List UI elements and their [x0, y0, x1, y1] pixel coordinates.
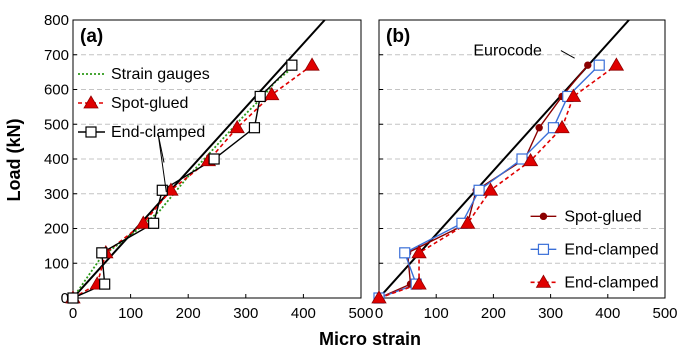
panel-b-xtick-label: 500 [652, 305, 677, 322]
panel-a-ytick-label: 300 [44, 186, 69, 203]
panel-b-eurocode-pointer [560, 50, 575, 59]
legend-label: End-clamped [564, 274, 658, 291]
panel-b-legend: Spot-glued End-clamped End-clamped [530, 208, 659, 291]
panel-a-ytick-label: 200 [44, 221, 69, 238]
x-axis-label: Micro strain [319, 329, 421, 349]
y-axis-label: Load (kN) [4, 118, 24, 201]
panel-b-xtick-label: 0 [375, 305, 383, 322]
panel-b-series-2-point [593, 59, 605, 71]
panel-a-series-3-point [99, 278, 111, 290]
panel-a-xtick-label: 0 [69, 305, 77, 322]
panel-a-xtick-label: 300 [233, 305, 258, 322]
panel-b-eurocode-label: Eurocode [473, 42, 542, 59]
panel-a-series-3-point [67, 292, 79, 304]
legend-swatch-marker [85, 126, 97, 138]
legend-label: Spot-glued [111, 95, 188, 112]
panel-a-series-3-point [156, 184, 168, 196]
panel-a-series-3-point [254, 90, 266, 103]
panel-a-series-2-line [73, 64, 313, 298]
panel-a-xtick-label: 200 [176, 305, 201, 322]
panel-a-series-1-line [73, 62, 299, 298]
legend-label: End-clamped [111, 124, 205, 141]
panel-a-series-3-point [286, 59, 298, 71]
panel-a-series-3-point [148, 217, 160, 229]
panel-b-series-3-point [565, 88, 582, 102]
panel-b-series-3-point [522, 152, 539, 167]
legend-label: End-clamped [564, 241, 658, 258]
legend-swatch-marker [537, 243, 550, 255]
panel-a-ytick-label: 0 [61, 290, 69, 307]
panel-a-xtick-label: 500 [348, 305, 373, 322]
panel-b-series-2-point [473, 184, 485, 196]
panel-a-legend: Strain gauges Spot-glued End-clamped [78, 66, 210, 141]
legend-swatch-marker [539, 212, 548, 221]
panel-a-pointer-line [157, 134, 167, 193]
panel-a-ytick-label: 600 [44, 82, 69, 99]
panel-a-xtick-label: 100 [118, 305, 143, 322]
panel-b-series-3-point [459, 215, 476, 229]
legend-swatch-marker [535, 274, 552, 288]
panel-b-series-2-point [516, 153, 528, 165]
panel-b-series-3-point [371, 290, 387, 304]
panel-a-series-2-point [304, 57, 320, 71]
panel-a-series-2-point [229, 119, 245, 134]
panel-a-series-3-point [96, 247, 108, 259]
panel-b-series-3-point [482, 182, 499, 196]
panel-b: 0 100 200 300 400 500 (b) Eurocode Spot-glued End… [371, 19, 678, 322]
legend-label: Strain gauges [111, 66, 210, 83]
panel-a-series-3-point [208, 153, 220, 165]
legend-label: Spot-glued [564, 208, 641, 225]
panel-a-ytick-label: 100 [44, 255, 69, 272]
legend-swatch-marker [83, 95, 99, 109]
panel-a-tag: (a) [80, 26, 103, 47]
panel-a-series-2-point [264, 86, 280, 101]
panel-b-xtick-label: 100 [424, 305, 449, 322]
panel-a: 0 100 200 300 400 500 0 100 200 300 400 500 600 700 80… [44, 12, 374, 322]
panel-b-series-1-point [535, 124, 543, 132]
panel-a-ytick-label: 400 [44, 151, 69, 168]
panel-a-series-0-line [73, 20, 326, 298]
panel-b-series-2-point [399, 247, 411, 259]
panel-a-ytick-label: 700 [44, 47, 69, 64]
panel-a-series-2-point [135, 215, 151, 229]
panel-a-ytick-label: 500 [44, 116, 69, 133]
panel-a-xtick-label: 400 [291, 305, 316, 322]
panel-b-series-1-point [584, 61, 592, 69]
panel-b-xtick-label: 200 [481, 305, 506, 322]
panel-b-xtick-label: 400 [595, 305, 620, 322]
panel-b-series-3-point [411, 276, 427, 290]
panel-a-ytick-label: 800 [44, 12, 69, 29]
panel-a-series-3-point [248, 122, 261, 134]
panel-b-series-3-point [411, 245, 427, 259]
panel-b-series-3-point [608, 57, 625, 71]
panel-b-tag: (b) [386, 26, 410, 47]
panel-b-xtick-label: 300 [538, 305, 563, 322]
panel-b-series-3-point [554, 119, 570, 134]
